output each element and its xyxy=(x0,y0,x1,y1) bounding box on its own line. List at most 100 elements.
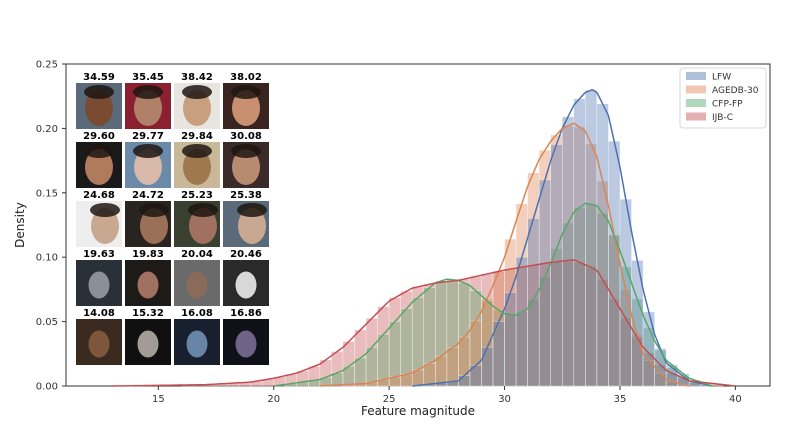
face-score-label: 34.59 xyxy=(83,72,115,83)
face-thumbnail: 29.77 xyxy=(125,131,171,188)
face-shape xyxy=(183,149,211,185)
histogram-bar xyxy=(573,98,586,387)
face-thumbnail-grid: 34.59 35.45 38.42 38.02 29.60 29.77 29.84 30.08… xyxy=(76,72,269,365)
face-score-label: 20.46 xyxy=(230,249,262,260)
face-score-label: 15.32 xyxy=(132,308,164,319)
hair-shape xyxy=(182,144,212,158)
face-score-label: 16.08 xyxy=(181,308,213,319)
face-shape xyxy=(91,208,119,244)
face-score-label: 38.02 xyxy=(230,72,262,83)
density-curves xyxy=(112,89,736,387)
face-score-label: 19.83 xyxy=(132,249,164,260)
face-thumbnail: 38.02 xyxy=(223,72,269,129)
face-shape xyxy=(134,149,162,185)
face-score-label: 24.72 xyxy=(132,190,164,201)
histogram-bar xyxy=(400,374,413,387)
face-thumbnail: 29.84 xyxy=(174,131,220,188)
hair-shape xyxy=(188,203,218,217)
face-score-label: 19.63 xyxy=(83,249,115,260)
face-shape xyxy=(238,208,266,244)
face-score-label: 16.86 xyxy=(230,308,262,319)
face-thumbnail: 34.59 xyxy=(76,72,122,129)
face-thumbnail: 35.45 xyxy=(125,72,171,129)
face-shape xyxy=(85,90,113,126)
legend-label: LFW xyxy=(712,73,731,83)
face-shape xyxy=(183,90,211,126)
hair-shape xyxy=(231,85,261,99)
legend-item-agedb-30: AGEDB-30 xyxy=(686,85,759,96)
legend-swatch xyxy=(686,85,706,94)
legend-swatch xyxy=(686,112,706,121)
face-shape xyxy=(137,330,159,358)
x-axis-title: Feature magnitude xyxy=(361,404,475,418)
face-thumbnail: 30.08 xyxy=(223,131,269,188)
histogram-bars xyxy=(181,89,725,387)
x-tick-label: 40 xyxy=(729,394,742,405)
histogram-bar xyxy=(365,347,378,387)
face-score-label: 38.42 xyxy=(181,72,213,83)
face-shape xyxy=(235,330,257,358)
legend-swatch xyxy=(686,72,706,80)
y-tick-label: 0.10 xyxy=(36,253,58,264)
density-curve-agedb-30 xyxy=(319,122,690,387)
face-thumbnail: 20.46 xyxy=(223,249,269,306)
x-tick-label: 15 xyxy=(152,394,165,405)
bars-ijb-c xyxy=(181,260,725,387)
face-thumbnail: 14.08 xyxy=(76,308,122,365)
face-thumbnail: 29.60 xyxy=(76,131,122,188)
face-thumbnail: 38.42 xyxy=(174,72,220,129)
histogram-bar xyxy=(538,179,551,387)
hair-shape xyxy=(90,203,120,217)
x-tick-label: 30 xyxy=(498,394,511,405)
face-shape xyxy=(85,149,113,185)
hair-shape xyxy=(139,203,169,217)
face-shape xyxy=(232,90,260,126)
histogram-bar xyxy=(550,144,563,387)
histogram-bar xyxy=(423,363,436,387)
histogram-bar xyxy=(515,256,528,387)
legend-item-cfp-fp: CFP-FP xyxy=(686,99,743,110)
chart-legend: LFW AGEDB-30 CFP-FP IJB-C xyxy=(679,67,767,129)
face-shape xyxy=(232,149,260,185)
face-shape xyxy=(88,330,110,358)
legend-label: AGEDB-30 xyxy=(712,86,759,96)
hair-shape xyxy=(84,144,114,158)
legend-label: IJB-C xyxy=(712,113,733,123)
y-tick-label: 0.15 xyxy=(36,188,58,199)
bars-agedb-30 xyxy=(342,125,690,387)
face-score-label: 24.68 xyxy=(83,190,115,201)
hair-shape xyxy=(84,85,114,99)
face-score-label: 25.23 xyxy=(181,190,213,201)
y-axis-title: Density xyxy=(13,202,27,248)
y-axis: 0.00 0.05 0.10 0.15 0.20 0.25 xyxy=(36,60,66,393)
legend-swatch xyxy=(686,99,706,107)
y-tick-label: 0.05 xyxy=(36,317,58,328)
density-curve-cfp-fp xyxy=(273,202,713,387)
face-score-label: 20.04 xyxy=(181,249,213,260)
face-shape xyxy=(137,271,159,299)
face-shape xyxy=(134,90,162,126)
density-curve-ijb-c xyxy=(112,259,736,387)
face-thumbnail: 16.86 xyxy=(223,308,269,365)
face-score-label: 35.45 xyxy=(132,72,164,83)
face-shape xyxy=(186,271,208,299)
legend-frame xyxy=(679,67,767,129)
histogram-bar xyxy=(562,116,575,387)
face-score-label: 29.60 xyxy=(83,131,115,142)
y-tick-label: 0.25 xyxy=(36,60,58,71)
face-score-label: 30.08 xyxy=(230,131,262,142)
face-score-label: 29.77 xyxy=(132,131,164,142)
hair-shape xyxy=(133,144,163,158)
x-tick-label: 25 xyxy=(383,394,396,405)
histogram-bar xyxy=(435,355,448,387)
legend-item-ijb-c: IJB-C xyxy=(686,112,733,123)
face-score-label: 29.84 xyxy=(181,131,213,142)
face-score-label: 14.08 xyxy=(83,308,115,319)
histogram-bar xyxy=(608,141,621,387)
histogram-bar xyxy=(458,375,471,387)
histogram-bar xyxy=(481,347,494,387)
face-thumbnail: 25.38 xyxy=(223,190,269,247)
face-shape xyxy=(189,208,217,244)
face-thumbnail: 20.04 xyxy=(174,249,220,306)
